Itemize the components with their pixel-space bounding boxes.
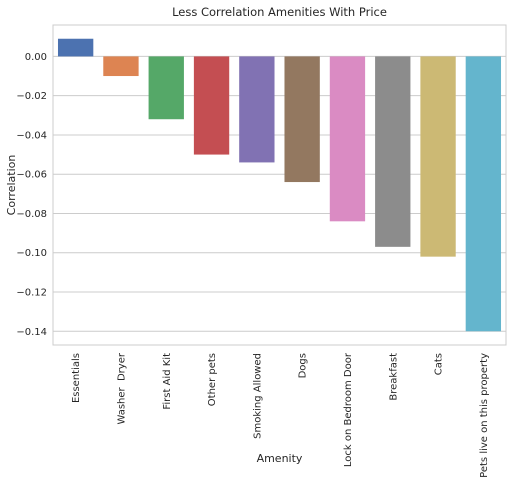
y-tick-label: −0.12 (16, 287, 47, 298)
grid-lines (53, 55, 506, 332)
x-tick-label: Washer Dryer (116, 352, 127, 424)
x-tick-label: Other pets (207, 353, 218, 406)
y-tick-labels: 0.00 −0.02 −0.04 −0.06 −0.08 −0.10 −0.12 −0.14 (16, 52, 47, 338)
bar (239, 56, 275, 163)
x-tick-label: Pets live on this property (479, 353, 490, 478)
bar (329, 56, 366, 222)
bars (57, 38, 502, 332)
y-tick-label: −0.08 (16, 209, 47, 220)
x-tick-labels: Essentials Washer Dryer First Aid Kit Other… (71, 352, 490, 478)
y-axis-title: Correlation (5, 155, 18, 216)
y-tick-label: −0.04 (16, 130, 47, 141)
x-tick-label: Breakfast (388, 353, 399, 401)
y-tick-label: −0.02 (16, 91, 47, 102)
bar (57, 38, 94, 57)
x-tick-label: Lock on Bedroom Door (343, 352, 354, 467)
x-tick-label: First Aid Kit (162, 353, 173, 410)
bar (465, 56, 502, 332)
bar (375, 56, 411, 247)
bar (148, 56, 184, 120)
bar (420, 56, 456, 257)
y-tick-label: −0.10 (16, 248, 47, 259)
bar (284, 56, 320, 183)
bar (193, 56, 230, 155)
y-tick-label: −0.14 (16, 327, 47, 338)
x-tick-label: Dogs (298, 353, 309, 378)
chart-title: Less Correlation Amenities With Price (172, 5, 387, 19)
plot-frame (52, 24, 507, 346)
x-tick-label: Smoking Allowed (252, 353, 263, 439)
x-axis-title: Amenity (257, 452, 303, 465)
y-tick-label: 0.00 (25, 52, 47, 63)
bar (103, 56, 139, 77)
x-tick-label: Essentials (71, 353, 82, 403)
y-tick-label: −0.06 (16, 170, 47, 181)
x-tick-label: Cats (434, 353, 445, 375)
